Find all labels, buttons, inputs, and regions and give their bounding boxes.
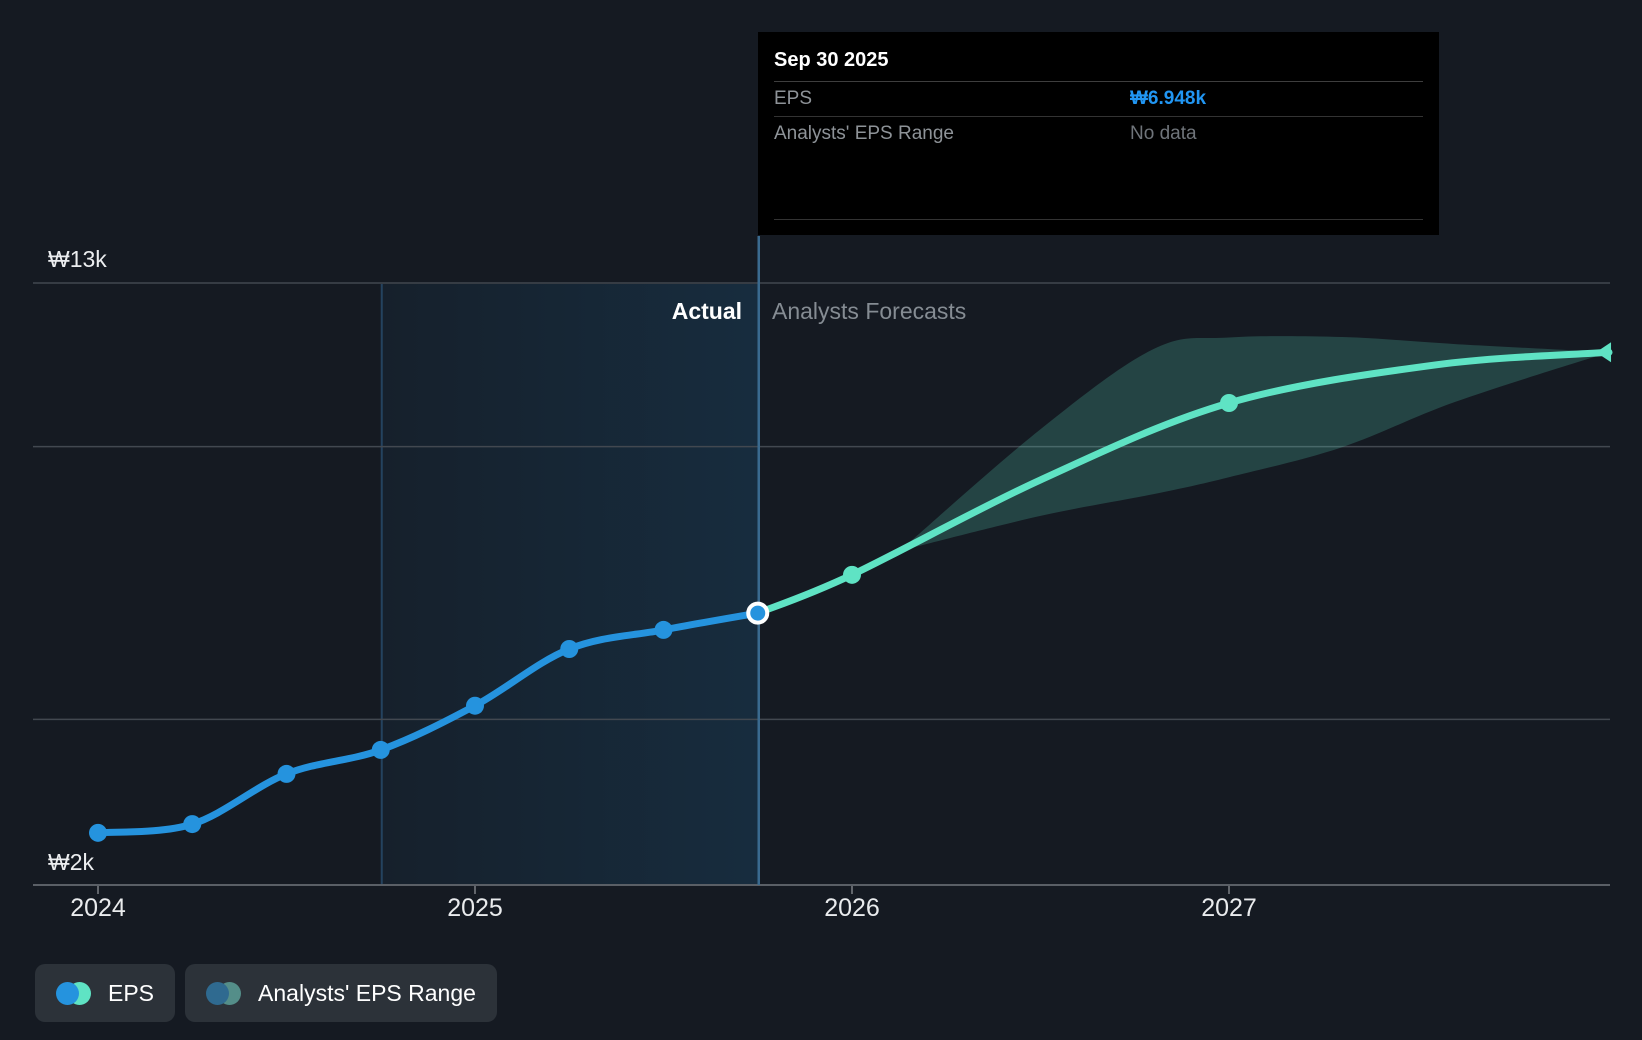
actual-data-point-2024[interactable] xyxy=(89,824,107,842)
tooltip-row-range: Analysts' EPS Range No data xyxy=(774,117,1423,151)
forecast-data-point-2027[interactable] xyxy=(1220,394,1238,412)
actual-data-point-2025[interactable] xyxy=(466,697,484,715)
forecast-data-point-2026[interactable] xyxy=(843,566,861,584)
tooltip-range-value: No data xyxy=(1130,117,1197,151)
legend-range-label: Analysts' EPS Range xyxy=(258,980,476,1007)
forecast-end-triangle-icon xyxy=(1596,342,1611,362)
eps-forecast-chart: ₩13k ₩2k 2024 2025 2026 2027 Actual Analyst… xyxy=(0,0,1642,1040)
y-axis-label-min: ₩2k xyxy=(48,849,94,876)
chart-tooltip: Sep 30 2025 EPS ₩6.948k Analysts' EPS Ra… xyxy=(758,32,1439,235)
tooltip-eps-value: ₩6.948k xyxy=(1130,82,1206,116)
range-legend-swatch-icon xyxy=(206,982,241,1005)
tooltip-row-eps: EPS ₩6.948k xyxy=(774,82,1423,117)
legend-item-eps[interactable]: EPS xyxy=(35,964,175,1022)
actual-data-point-2024.75[interactable] xyxy=(372,741,390,759)
x-axis-label-2025: 2025 xyxy=(447,894,503,923)
actual-data-point-2025.25[interactable] xyxy=(560,640,578,658)
eps-legend-swatch-icon xyxy=(56,982,91,1005)
x-axis-label-2024: 2024 xyxy=(70,894,126,923)
actual-data-point-2025.5[interactable] xyxy=(655,621,673,639)
actual-period-highlight xyxy=(381,284,758,885)
tooltip-date: Sep 30 2025 xyxy=(774,32,1423,82)
actual-data-point-2024.5[interactable] xyxy=(278,765,296,783)
current-point-marker[interactable] xyxy=(748,604,767,623)
analysts-eps-range-band xyxy=(900,336,1609,551)
x-axis-label-2026: 2026 xyxy=(824,894,880,923)
forecast-phase-label: Analysts Forecasts xyxy=(772,298,966,325)
tooltip-range-label: Analysts' EPS Range xyxy=(774,123,954,144)
legend-item-analysts-range[interactable]: Analysts' EPS Range xyxy=(185,964,497,1022)
chart-legend: EPS Analysts' EPS Range xyxy=(35,964,497,1022)
actual-phase-label: Actual xyxy=(672,298,742,325)
y-axis-label-max: ₩13k xyxy=(48,246,107,273)
actual-data-point-2024.25[interactable] xyxy=(183,815,201,833)
x-axis-label-2027: 2027 xyxy=(1201,894,1257,923)
tooltip-eps-label: EPS xyxy=(774,88,812,109)
legend-eps-label: EPS xyxy=(108,980,154,1007)
tooltip-bottom-divider xyxy=(774,219,1423,220)
